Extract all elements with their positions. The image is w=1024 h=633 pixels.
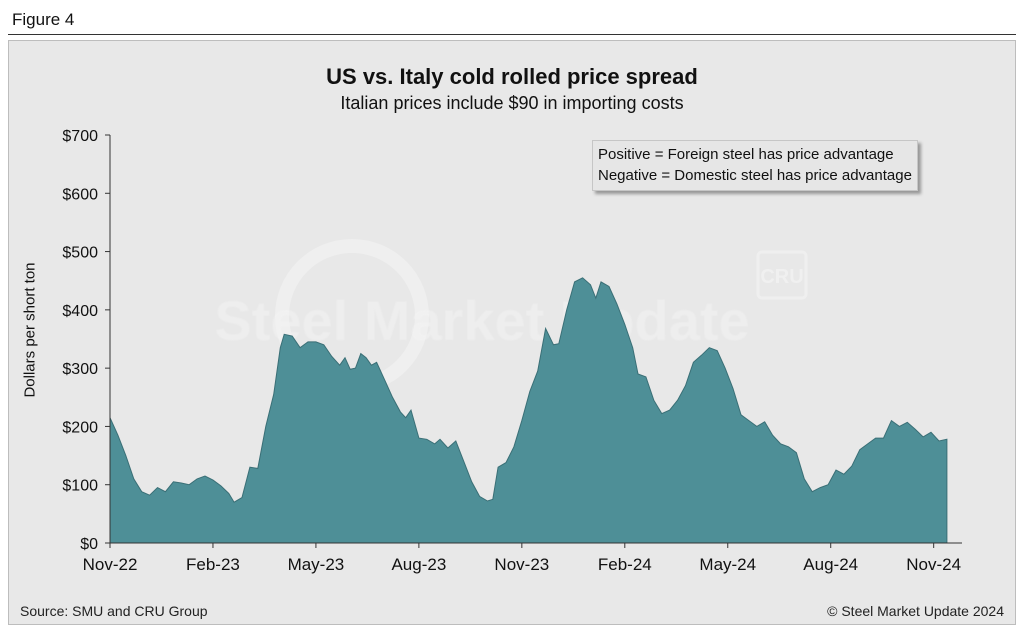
watermark-cru-text: CRU <box>760 266 803 288</box>
area-layer <box>109 277 948 544</box>
x-tick-label: May-24 <box>699 555 756 574</box>
legend-note-positive: Positive = Foreign steel has price advan… <box>598 146 894 163</box>
y-tick-label: $700 <box>62 128 98 145</box>
y-tick-label: $100 <box>62 478 98 495</box>
y-tick-label: $0 <box>80 536 98 553</box>
axis-layer: $0 $100 $200 $300 $400 $500 $600 $700 Nov-22 Feb-… <box>62 128 962 574</box>
y-tick-label: $300 <box>62 361 98 378</box>
chart-subtitle: Italian prices include $90 in importing … <box>340 93 684 113</box>
watermark: Steel Market Update CRU <box>214 239 808 393</box>
y-axis-label: Dollars per short ton <box>21 262 39 398</box>
copyright-note: © Steel Market Update 2024 <box>827 603 1004 619</box>
y-tick-label: $500 <box>62 245 98 262</box>
watermark-brand: Steel Market Update <box>214 289 749 352</box>
y-tick-label: $400 <box>62 303 98 320</box>
source-note: Source: SMU and CRU Group <box>20 603 208 619</box>
legend-note-negative: Negative = Domestic steel has price adva… <box>598 167 912 184</box>
top-divider <box>8 34 1016 35</box>
chart-title: US vs. Italy cold rolled price spread <box>326 64 698 89</box>
x-tick-label: Nov-24 <box>906 555 961 574</box>
x-tick-label: Feb-24 <box>598 555 652 574</box>
x-tick-label: Nov-22 <box>83 555 138 574</box>
y-tick-label: $600 <box>62 186 98 203</box>
watermark-cru-badge <box>756 250 808 300</box>
x-tick-label: May-23 <box>288 555 345 574</box>
legend-note: Positive = Foreign steel has price advan… <box>592 140 918 191</box>
x-tick-label: Nov-23 <box>494 555 549 574</box>
area-series-0 <box>109 277 948 544</box>
y-tick-label: $200 <box>62 419 98 436</box>
x-tick-label: Feb-23 <box>186 555 240 574</box>
x-tick-label: Aug-24 <box>803 555 858 574</box>
x-tick-label: Aug-23 <box>391 555 446 574</box>
figure-label: Figure 4 <box>12 10 75 29</box>
